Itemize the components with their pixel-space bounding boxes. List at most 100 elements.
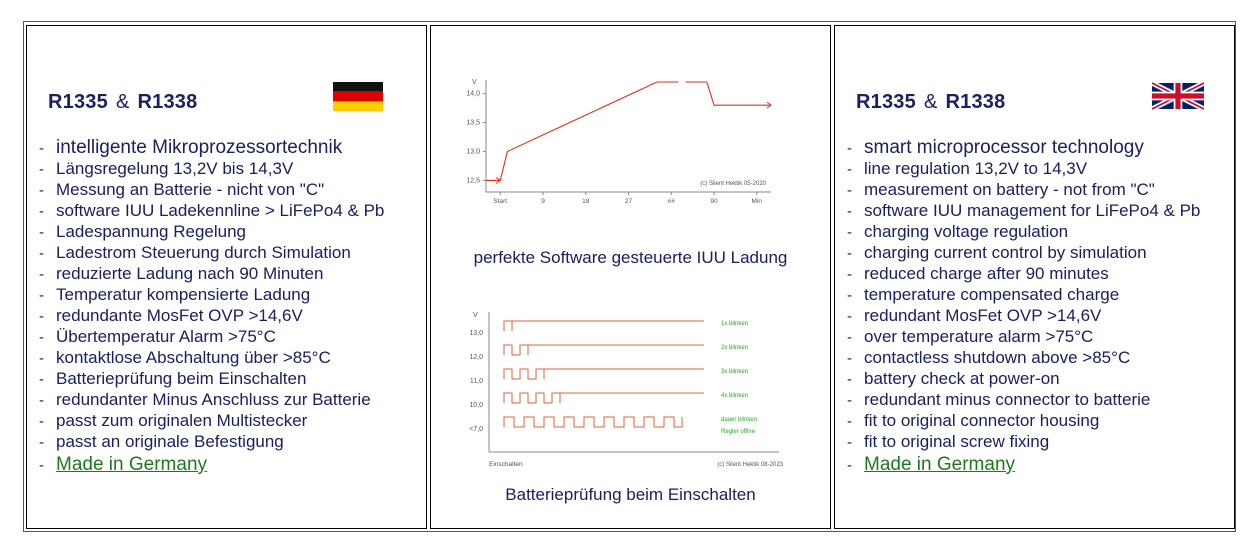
feature-text: redundante MosFet OVP >14,6V <box>56 306 303 325</box>
feature-item: - kontaktlose Abschaltung über >85°C <box>39 347 384 368</box>
y-tick-label: 13,5 <box>466 120 480 127</box>
bullet-dash: - <box>39 413 44 430</box>
x-tick-label: ## <box>668 198 676 205</box>
feature-text: software IUU Ladekennline > LiFePo4 & Pb <box>56 201 385 220</box>
bullet-dash: - <box>39 203 44 220</box>
bullet-dash: - <box>39 350 44 367</box>
bullet-dash: - <box>39 245 44 262</box>
feature-text: Längsregelung 13,2V bis 14,3V <box>56 159 294 178</box>
bullet-dash: - <box>847 392 852 409</box>
x-tick-label: Start <box>493 198 507 205</box>
bullet-dash: - <box>847 434 852 451</box>
charge-chart-caption: perfekte Software gesteuerte IUU Ladung <box>473 248 788 267</box>
feature-list-de: - intelligente Mikroprozessortechnik - Läng… <box>39 137 384 475</box>
pulse-waveform <box>503 368 704 380</box>
bullet-dash: - <box>39 392 44 409</box>
arrow-head <box>495 177 502 184</box>
feature-item: - battery check at power-on <box>847 368 1200 389</box>
bullet-dash: - <box>847 266 852 283</box>
feature-item: - charging voltage regulation <box>847 221 1200 242</box>
bullet-dash: - <box>847 329 852 346</box>
bullet-dash: - <box>847 224 852 241</box>
bullet-dash: - <box>847 203 852 220</box>
model-r1335: R1335 <box>856 91 916 113</box>
feature-text: passt an originale Befestigung <box>56 432 284 451</box>
feature-item: - redundant MosFet OVP >14,6V <box>847 305 1200 326</box>
legend-label: 3x blinken <box>721 369 748 375</box>
bullet-dash: - <box>847 457 852 474</box>
y-axis-label: V <box>472 79 477 86</box>
pulse-waveform <box>503 392 704 404</box>
feature-text: line regulation 13,2V to 14,3V <box>864 159 1088 178</box>
bullet-dash: - <box>39 161 44 178</box>
arrow-head <box>766 101 772 109</box>
charge-line-segment <box>486 81 658 181</box>
feature-list-en: - smart microprocessor technology - line re… <box>847 137 1200 475</box>
x-axis-label: Einschalten <box>489 461 523 468</box>
chart-credit: (c) Silent Hektik 08-2023 <box>717 462 783 468</box>
feature-text: intelligente Mikroprozessortechnik <box>56 137 343 158</box>
feature-item: - line regulation 13,2V to 14,3V <box>847 158 1200 179</box>
y-tick-label: 13,0 <box>466 148 480 155</box>
feature-item: - fit to original connector housing <box>847 410 1200 431</box>
made-in-germany-link[interactable]: Made in Germany <box>56 454 208 475</box>
made-in-germany-link[interactable]: Made in Germany <box>864 454 1016 475</box>
feature-item: - fit to original screw fixing <box>847 431 1200 452</box>
german-flag-icon <box>333 82 383 111</box>
feature-item: - passt zum originalen Multistecker <box>39 410 384 431</box>
feature-item: - Batterieprüfung beim Einschalten <box>39 368 384 389</box>
bullet-dash: - <box>39 266 44 283</box>
x-tick-label: 27 <box>625 198 633 205</box>
y-tick-label: 11,0 <box>470 378 483 385</box>
bullet-dash: - <box>39 457 44 474</box>
bullet-dash: - <box>847 140 852 157</box>
feature-item: - contactless shutdown above >85°C <box>847 347 1200 368</box>
bullet-dash: - <box>847 287 852 304</box>
bullet-dash: - <box>39 371 44 388</box>
feature-text: charging voltage regulation <box>864 222 1069 241</box>
battery-check-caption: Batterieprüfung beim Einschalten <box>505 485 756 504</box>
feature-item: - redundanter Minus Anschluss zur Batteri… <box>39 389 384 410</box>
feature-item: - software IUU Ladekennline > LiFePo4 & P… <box>39 200 384 221</box>
feature-text: passt zum originalen Multistecker <box>56 411 308 430</box>
ampersand: & <box>923 91 938 113</box>
feature-item: - reduced charge after 90 minutes <box>847 263 1200 284</box>
feature-text: battery check at power-on <box>864 369 1060 388</box>
charge-line-segment <box>706 81 771 106</box>
pulse-waveform <box>503 344 704 356</box>
feature-item: - charging current control by simulation <box>847 242 1200 263</box>
feature-text: temperature compensated charge <box>864 285 1120 304</box>
bullet-dash: - <box>39 182 44 199</box>
bullet-dash: - <box>847 413 852 430</box>
feature-item: - smart microprocessor technology <box>847 137 1200 158</box>
y-axis-label: V <box>473 312 478 319</box>
model-r1338: R1338 <box>945 91 1006 113</box>
feature-item: - Ladestrom Steuerung durch Simulation <box>39 242 384 263</box>
battery-check-chart: V 13,0 12,0 11,0 10,0 <7,0 1x blinken 2x blinke… <box>469 312 784 468</box>
bullet-dash: - <box>847 161 852 178</box>
y-tick-label: 10,0 <box>469 402 483 409</box>
feature-item: - Übertemperatur Alarm >75°C <box>39 326 384 347</box>
y-tick-label: 12,5 <box>466 177 480 184</box>
bullet-dash: - <box>847 182 852 199</box>
feature-text: redundanter Minus Anschluss zur Batterie <box>56 390 371 409</box>
feature-text: Batterieprüfung beim Einschalten <box>56 369 307 388</box>
feature-text: redundant minus connector to batterie <box>864 390 1151 409</box>
legend-label: 4x blinken <box>721 393 748 399</box>
feature-item: - Made in Germany <box>847 454 1200 475</box>
feature-text: Messung an Batterie - nicht von "C" <box>56 180 325 199</box>
content-frame <box>23 21 1236 532</box>
bullet-dash: - <box>847 371 852 388</box>
feature-item: - redundante MosFet OVP >14,6V <box>39 305 384 326</box>
feature-text: contactless shutdown above >85°C <box>864 348 1131 367</box>
feature-text: fit to original connector housing <box>864 411 1100 430</box>
feature-item: - passt an originale Befestigung <box>39 431 384 452</box>
product-title: R1335 & R1338 <box>856 91 1005 114</box>
x-tick-label: 9 <box>541 198 545 205</box>
legend-label: 2x blinken <box>721 345 748 351</box>
pulse-waveform <box>503 320 704 331</box>
feature-text: Ladestrom Steuerung durch Simulation <box>56 243 351 262</box>
bullet-dash: - <box>39 329 44 346</box>
feature-text: reduced charge after 90 minutes <box>864 264 1109 283</box>
feature-text: over temperature alarm >75°C <box>864 327 1094 346</box>
